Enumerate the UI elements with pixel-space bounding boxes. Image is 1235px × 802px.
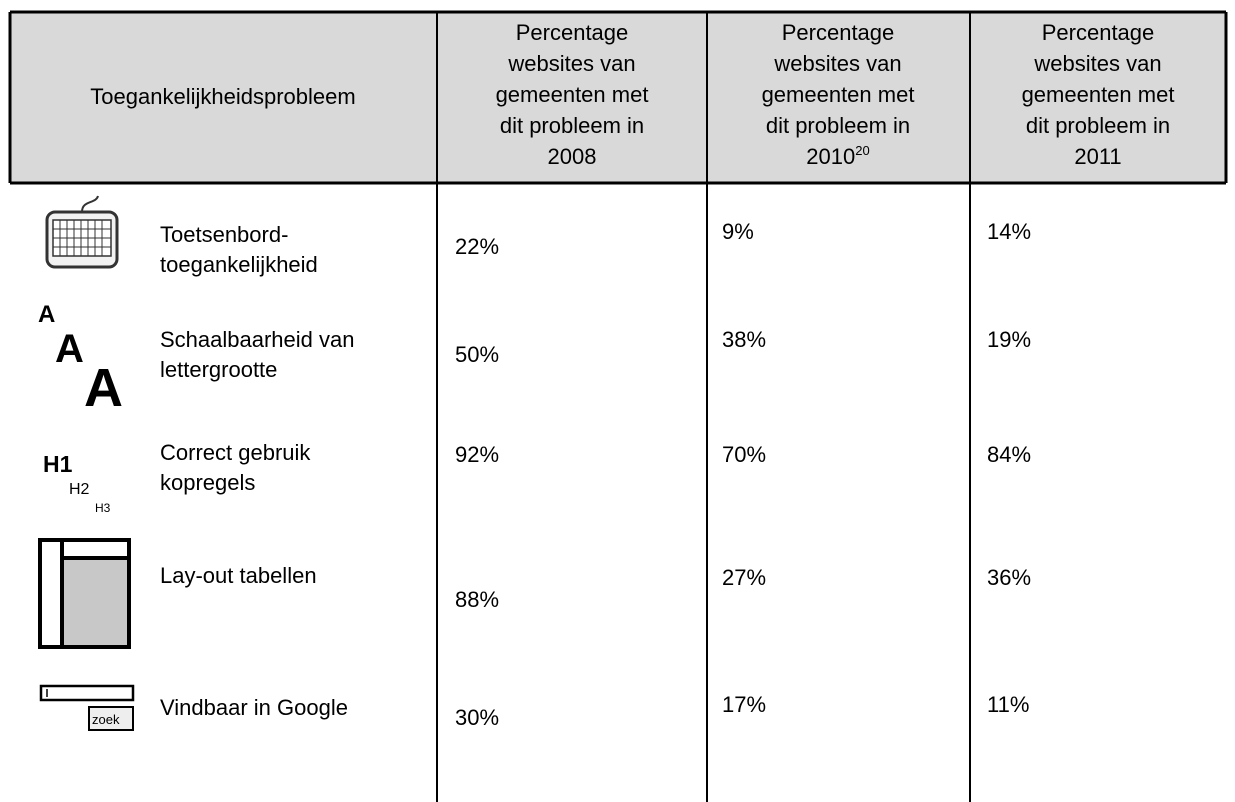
row-label: Schaalbaarheid van bbox=[160, 327, 355, 352]
icon-heading: H1 bbox=[43, 451, 73, 477]
header-line: gemeenten met bbox=[495, 82, 649, 107]
header-text: 201020 bbox=[806, 142, 869, 172]
cell-value: 30% bbox=[455, 705, 500, 730]
header-line: websites van bbox=[1034, 51, 1162, 76]
header-line: websites van bbox=[774, 51, 902, 76]
header-text: dit probleem in bbox=[766, 111, 910, 141]
header-line: Percentage bbox=[781, 20, 895, 45]
header-line: dit probleem in bbox=[765, 113, 911, 138]
cell-value: 22% bbox=[455, 234, 500, 259]
header-text: gemeenten met bbox=[496, 80, 649, 110]
icon-letter: A bbox=[38, 301, 55, 328]
header-line: dit probleem in bbox=[1025, 113, 1171, 138]
header-line: 2008 bbox=[547, 144, 597, 169]
header-line: websites van bbox=[508, 51, 636, 76]
keyboard-icon bbox=[45, 195, 119, 269]
icon-heading: H2 bbox=[69, 481, 90, 498]
header-text: websites van bbox=[774, 49, 901, 79]
icon-letter: A bbox=[55, 327, 84, 371]
header-text: 2008 bbox=[548, 142, 597, 172]
row-label: toegankelijkheid bbox=[160, 252, 318, 277]
cell-value: 14% bbox=[987, 219, 1032, 244]
cell-value: 92% bbox=[455, 442, 500, 467]
header-text: Toegankelijkheidsprobleem bbox=[90, 82, 355, 112]
header-text: websites van bbox=[508, 49, 635, 79]
cell-value: 84% bbox=[987, 442, 1032, 467]
header-text: dit probleem in bbox=[1026, 111, 1170, 141]
header-line: Toegankelijkheidsprobleem bbox=[90, 84, 356, 109]
cell-value: 36% bbox=[987, 565, 1032, 590]
row-label: Toetsenbord- bbox=[160, 222, 289, 247]
header-text: 2011 bbox=[1074, 142, 1121, 172]
search-icon bbox=[39, 684, 135, 731]
row-label: Correct gebruik bbox=[160, 440, 311, 465]
footnote-ref: 20 bbox=[855, 143, 870, 158]
header-text: gemeenten met bbox=[762, 80, 915, 110]
header-line: 2010 bbox=[806, 144, 856, 169]
header-text: dit probleem in bbox=[500, 111, 644, 141]
icon-button-text: zoek bbox=[92, 712, 120, 727]
cell-value: 38% bbox=[722, 327, 767, 352]
cell-value: 19% bbox=[987, 327, 1032, 352]
icon-letter: A bbox=[84, 358, 123, 418]
header-line: gemeenten met bbox=[1021, 82, 1175, 107]
row-label: kopregels bbox=[160, 470, 256, 495]
header-bg bbox=[10, 12, 1226, 183]
cell-value: 88% bbox=[455, 587, 500, 612]
row-label: Lay-out tabellen bbox=[160, 563, 317, 588]
header-text: Percentage bbox=[1042, 18, 1155, 48]
row-label: lettergrootte bbox=[160, 357, 278, 382]
icon-heading: H3 bbox=[95, 501, 111, 515]
cell-value: 9% bbox=[722, 219, 754, 244]
header-line: dit probleem in bbox=[499, 113, 645, 138]
layout-icon bbox=[38, 538, 131, 649]
cell-value: 17% bbox=[722, 692, 767, 717]
cell-value: 50% bbox=[455, 342, 500, 367]
header-line: Percentage bbox=[1041, 20, 1155, 45]
cell-value: 27% bbox=[722, 565, 767, 590]
header-line: gemeenten met bbox=[761, 82, 915, 107]
header-text: Percentage bbox=[782, 18, 895, 48]
header-text: gemeenten met bbox=[1022, 80, 1175, 110]
cell-value: 70% bbox=[722, 442, 767, 467]
cell-value: 11% bbox=[987, 692, 1030, 717]
header-line: Percentage bbox=[515, 20, 629, 45]
header-line: 2011 bbox=[1074, 144, 1122, 169]
header-text: Percentage bbox=[516, 18, 629, 48]
row-label: Vindbaar in Google bbox=[160, 695, 348, 720]
header-text: websites van bbox=[1034, 49, 1161, 79]
